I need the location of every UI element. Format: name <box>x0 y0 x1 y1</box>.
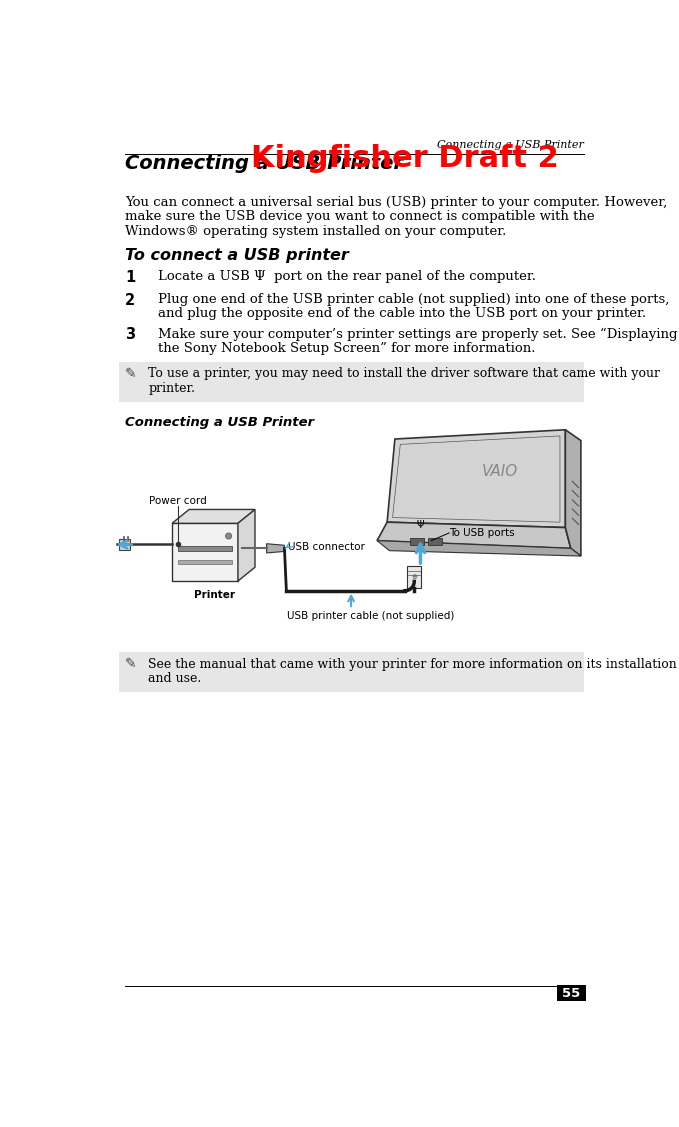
Text: ✎: ✎ <box>124 658 136 672</box>
Bar <box>410 539 424 545</box>
Text: make sure the USB device you want to connect is compatible with the: make sure the USB device you want to con… <box>125 211 595 223</box>
Text: 3: 3 <box>125 327 135 343</box>
Polygon shape <box>566 429 581 556</box>
Bar <box>179 560 232 564</box>
Text: 1: 1 <box>125 269 135 285</box>
Polygon shape <box>387 429 566 527</box>
Polygon shape <box>238 509 255 582</box>
Text: USB printer cable (not supplied): USB printer cable (not supplied) <box>287 611 454 621</box>
Bar <box>179 545 232 551</box>
Bar <box>407 566 421 587</box>
Text: To use a printer, you may need to install the driver software that came with you: To use a printer, you may need to instal… <box>149 367 661 381</box>
Text: Connecting a USB Printer: Connecting a USB Printer <box>125 154 403 172</box>
Polygon shape <box>267 543 285 553</box>
Bar <box>557 985 586 1002</box>
Text: 2: 2 <box>125 293 135 308</box>
Text: Make sure your computer’s printer settings are properly set. See “Displaying: Make sure your computer’s printer settin… <box>158 327 677 340</box>
Text: To USB ports: To USB ports <box>449 527 515 538</box>
Bar <box>119 539 130 550</box>
Text: VAIO: VAIO <box>481 464 517 479</box>
Text: Printer: Printer <box>194 591 235 601</box>
Text: and use.: and use. <box>149 672 202 685</box>
Text: Locate a USB Ψ  port on the rear panel of the computer.: Locate a USB Ψ port on the rear panel of… <box>158 269 536 283</box>
Circle shape <box>225 533 232 539</box>
Text: Kingfisher Draft 2: Kingfisher Draft 2 <box>251 144 558 172</box>
Text: printer.: printer. <box>149 382 196 394</box>
Text: 55: 55 <box>562 986 581 1000</box>
Text: Ψ: Ψ <box>417 520 424 530</box>
Bar <box>119 362 584 402</box>
Text: the Sony Notebook Setup Screen” for more information.: the Sony Notebook Setup Screen” for more… <box>158 341 535 355</box>
Bar <box>428 539 442 545</box>
Text: You can connect a universal serial bus (USB) printer to your computer. However,: You can connect a universal serial bus (… <box>125 196 667 210</box>
Text: See the manual that came with your printer for more information on its installat: See the manual that came with your print… <box>149 658 677 671</box>
Text: Connecting a USB Printer: Connecting a USB Printer <box>125 416 314 429</box>
Text: USB connector: USB connector <box>287 542 365 552</box>
Polygon shape <box>377 522 571 549</box>
Text: ✎: ✎ <box>124 367 136 381</box>
Bar <box>119 653 584 692</box>
Text: ⊕: ⊕ <box>411 574 417 579</box>
Text: Power cord: Power cord <box>149 496 206 506</box>
Text: Connecting a USB Printer: Connecting a USB Printer <box>437 140 584 150</box>
Text: Plug one end of the USB printer cable (not supplied) into one of these ports,: Plug one end of the USB printer cable (n… <box>158 293 669 305</box>
Text: and plug the opposite end of the cable into the USB port on your printer.: and plug the opposite end of the cable i… <box>158 307 646 320</box>
Bar <box>172 523 238 582</box>
Text: Windows® operating system installed on your computer.: Windows® operating system installed on y… <box>125 224 507 238</box>
Polygon shape <box>377 541 581 556</box>
Polygon shape <box>172 509 255 523</box>
Text: To connect a USB printer: To connect a USB printer <box>125 248 349 263</box>
